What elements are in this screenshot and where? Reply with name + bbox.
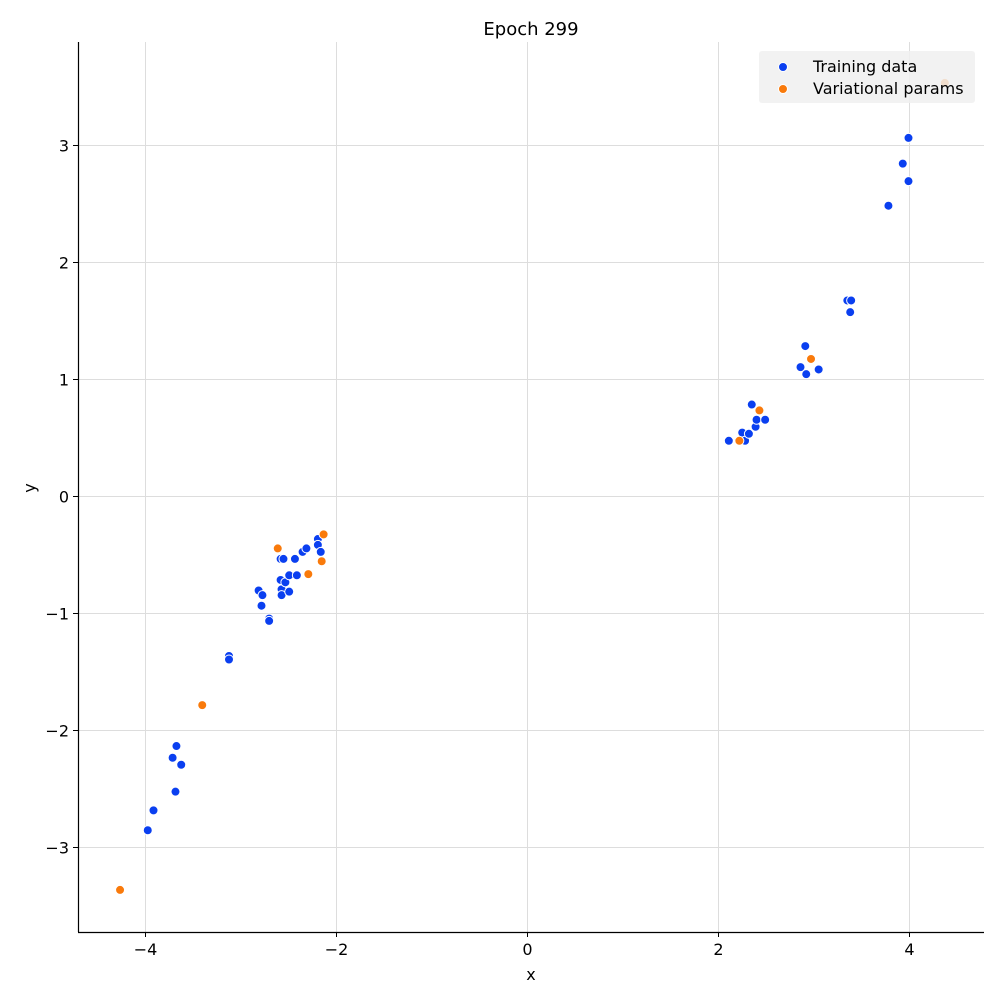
- training-data-point: [170, 786, 181, 797]
- training-data-point: [883, 200, 894, 211]
- training-data-point: [167, 752, 178, 763]
- training-data-point: [746, 399, 757, 410]
- legend-marker-variational: [778, 84, 788, 94]
- variational-param-point: [272, 543, 283, 554]
- ticks: −4 −2 0 2 4 −3 −2 −1 0 1 2 3: [45, 137, 914, 960]
- variational-param-point: [754, 405, 765, 416]
- variational-param-point: [115, 884, 126, 895]
- training-data-point: [897, 158, 908, 169]
- y-tick-label: 1: [59, 371, 69, 390]
- training-data-point: [760, 414, 771, 425]
- variational-param-point: [806, 353, 817, 364]
- y-tick-label: −1: [45, 605, 69, 624]
- legend-box: [759, 51, 975, 103]
- training-data-point: [903, 132, 914, 143]
- training-data-point: [264, 615, 275, 626]
- training-data-point: [284, 586, 295, 597]
- training-data-point: [176, 759, 187, 770]
- y-tick-label: 0: [59, 488, 69, 507]
- axes-spines: [77, 42, 984, 934]
- y-tick-label: −3: [45, 839, 69, 858]
- legend-marker-training: [778, 62, 788, 72]
- training-data-point: [315, 546, 326, 557]
- training-data-point: [723, 435, 734, 446]
- training-data-point: [903, 176, 914, 187]
- x-tick-label: −2: [325, 940, 349, 959]
- training-data-point: [224, 654, 234, 665]
- variational-param-point: [303, 569, 314, 580]
- training-data-point: [171, 741, 182, 752]
- training-data-point: [813, 364, 824, 375]
- training-data-point: [846, 295, 857, 306]
- x-tick-label: 4: [904, 940, 914, 959]
- grid: [78, 42, 984, 932]
- y-tick-label: 3: [59, 137, 69, 156]
- x-tick-label: 2: [713, 940, 723, 959]
- x-axis-label: x: [526, 965, 535, 984]
- legend: Training data Variational params: [759, 51, 975, 103]
- data-points: [115, 77, 950, 895]
- training-data-point: [845, 307, 856, 318]
- training-data-point: [291, 570, 302, 581]
- training-data-point: [301, 543, 312, 554]
- legend-label-variational: Variational params: [813, 79, 964, 98]
- variational-param-point: [318, 529, 329, 540]
- training-data-point: [148, 805, 159, 816]
- training-data-point: [743, 428, 754, 439]
- training-data-point: [800, 341, 811, 352]
- variational-param-point: [316, 556, 327, 567]
- training-data-point: [278, 553, 289, 564]
- variational-param-point: [734, 435, 745, 446]
- legend-label-training: Training data: [812, 57, 917, 76]
- y-tick-label: 2: [59, 254, 69, 273]
- training-data-point: [142, 825, 153, 836]
- y-axis-label: y: [20, 483, 39, 492]
- training-data-point: [795, 362, 806, 373]
- x-tick-label: 0: [522, 940, 532, 959]
- chart-title: Epoch 299: [483, 19, 578, 40]
- x-tick-label: −4: [134, 940, 158, 959]
- y-tick-label: −2: [45, 722, 69, 741]
- training-data-point: [257, 590, 268, 601]
- training-data-point: [751, 414, 762, 425]
- training-data-point: [289, 553, 300, 564]
- variational-param-point: [197, 700, 208, 711]
- training-data-point: [801, 369, 812, 380]
- training-data-point: [256, 600, 267, 611]
